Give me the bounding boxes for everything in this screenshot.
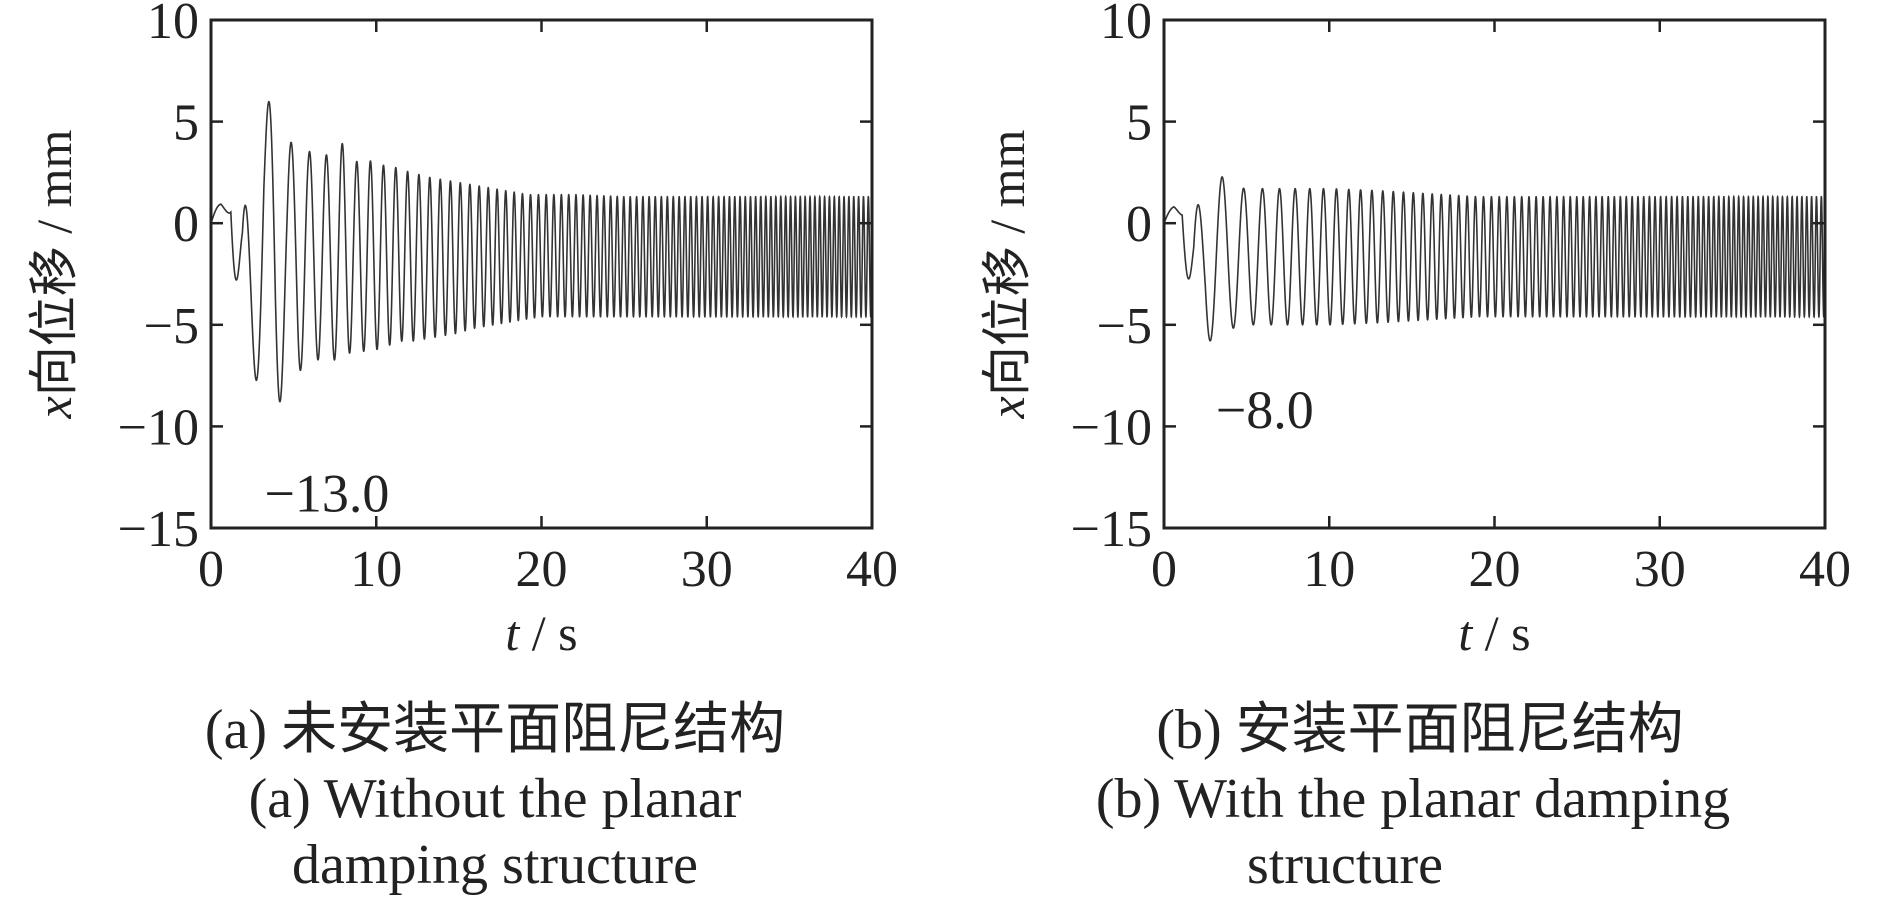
y-tick-label: −10 bbox=[1071, 399, 1152, 456]
y-tick-label: −15 bbox=[1071, 501, 1152, 558]
caption-b-en-line1: (b) With the planar damping bbox=[1095, 768, 1731, 830]
y-tick-label: −5 bbox=[1097, 298, 1152, 355]
chart-panel-a: 0 10 20 30 40 10 5 0 −5 −10 −15 t / s x向位移 / mm −13.0… bbox=[0, 0, 940, 920]
series-line bbox=[1163, 176, 1826, 342]
y-tick-label: 10 bbox=[1100, 0, 1152, 50]
y-tick-label: 5 bbox=[173, 95, 199, 152]
min-value-annotation: −8.0 bbox=[1216, 380, 1314, 440]
x-tick-label: 10 bbox=[1303, 541, 1355, 598]
chart-b-svg: 0 10 20 30 40 10 5 0 −5 −10 −15 t / s x向位移 / mm −8.0 bbox=[979, 0, 1851, 661]
series-line bbox=[210, 100, 873, 403]
y-tick-label: 0 bbox=[173, 196, 199, 253]
x-tick-label: 0 bbox=[198, 541, 224, 598]
x-tick-label: 20 bbox=[516, 541, 568, 598]
caption-b-en-line2: structure bbox=[1247, 834, 1443, 896]
x-tick-label: 0 bbox=[1151, 541, 1177, 598]
x-axis-label: t / s bbox=[505, 605, 577, 661]
x-tick-label: 40 bbox=[846, 541, 898, 598]
caption-a-zh: (a) 未安装平面阻尼结构 bbox=[204, 699, 786, 761]
y-tick-label: 10 bbox=[147, 0, 199, 50]
x-axis-label: t / s bbox=[1458, 605, 1530, 661]
x-tick-label: 30 bbox=[681, 541, 733, 598]
x-tick-label: 30 bbox=[1634, 541, 1686, 598]
caption-b-zh: (b) 安装平面阻尼结构 bbox=[1156, 699, 1684, 761]
caption-a-en-line2: damping structure bbox=[292, 834, 698, 896]
y-tick-label: 5 bbox=[1126, 95, 1152, 152]
caption-a-en-line1: (a) Without the planar bbox=[248, 768, 742, 830]
y-tick-label: 0 bbox=[1126, 196, 1152, 253]
chart-panel-b: 0 10 20 30 40 10 5 0 −5 −10 −15 t / s x向位移 / mm −8.0 … bbox=[955, 0, 1881, 920]
y-axis-label: x向位移 / mm bbox=[979, 129, 1035, 419]
min-value-annotation: −13.0 bbox=[264, 463, 389, 523]
y-axis-label: x向位移 / mm bbox=[26, 129, 82, 419]
y-tick-label: −10 bbox=[118, 399, 199, 456]
y-tick-label: −15 bbox=[118, 501, 199, 558]
x-tick-label: 10 bbox=[350, 541, 402, 598]
chart-a-svg: 0 10 20 30 40 10 5 0 −5 −10 −15 t / s x向位移 / mm −13.0 bbox=[26, 0, 898, 661]
y-tick-label: −5 bbox=[144, 298, 199, 355]
x-tick-label: 20 bbox=[1469, 541, 1521, 598]
x-tick-label: 40 bbox=[1799, 541, 1851, 598]
